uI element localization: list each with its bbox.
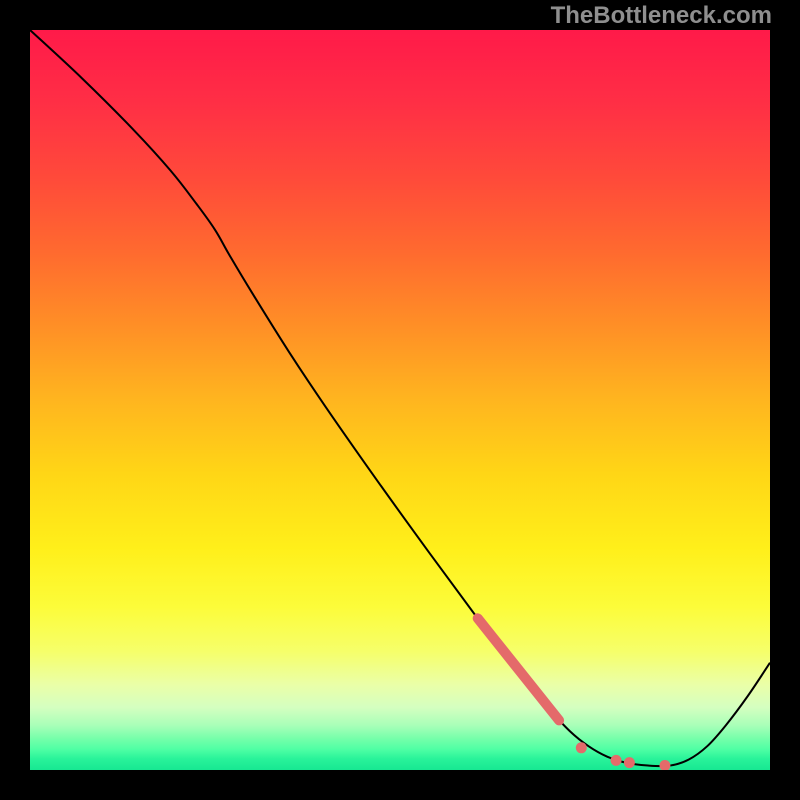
highlight-dot [611, 755, 622, 766]
watermark-text: TheBottleneck.com [551, 2, 772, 30]
gradient-background [30, 30, 770, 770]
plot-area [30, 30, 770, 770]
highlight-dot [576, 742, 587, 753]
chart-frame: TheBottleneck.com [0, 0, 800, 800]
bottleneck-curve-chart [30, 30, 770, 770]
highlight-dot [624, 757, 635, 768]
